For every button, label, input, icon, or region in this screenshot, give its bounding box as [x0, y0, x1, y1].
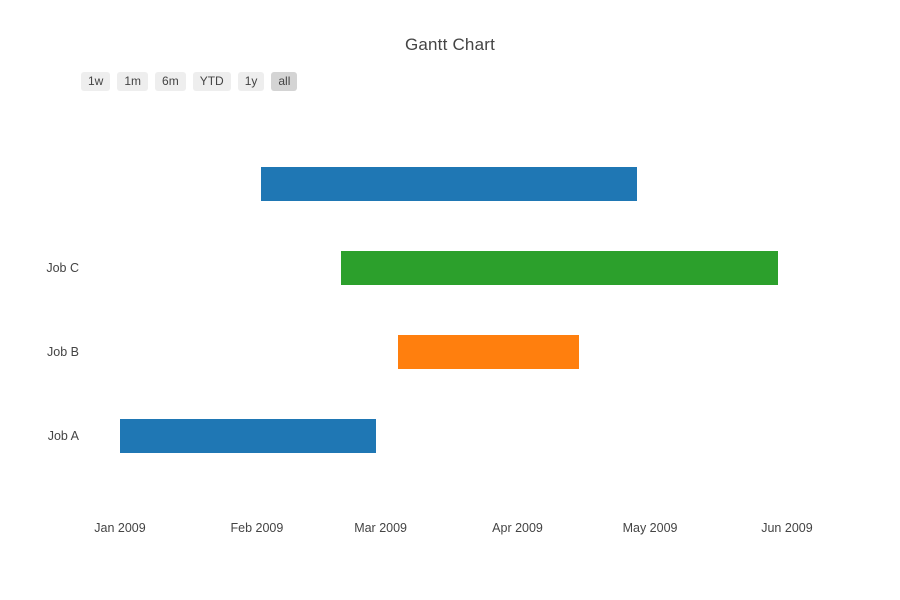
range-button-1y[interactable]: 1y: [237, 72, 265, 91]
chart-title: Gantt Chart: [404, 35, 496, 54]
y-axis-label-job-c: Job C: [46, 261, 79, 276]
x-axis-tick-mar-2009: Mar 2009: [354, 521, 407, 535]
x-axis-tick-may-2009: May 2009: [622, 521, 678, 535]
range-button-ytd[interactable]: YTD: [192, 72, 231, 91]
range-selector: 1w 1m 6m YTD 1y all: [81, 72, 298, 91]
range-button-1w[interactable]: 1w: [81, 72, 111, 91]
x-axis-tick-apr-2009: Apr 2009: [492, 521, 543, 535]
range-button-6m[interactable]: 6m: [155, 72, 186, 91]
gantt-bar-job-a[interactable]: [120, 418, 377, 453]
x-axis-tick-jun-2009: Jun 2009: [761, 521, 813, 535]
gantt-bar-job-c[interactable]: [340, 251, 779, 286]
x-axis-tick-jan-2009: Jan 2009: [94, 521, 146, 535]
range-button-1m[interactable]: 1m: [117, 72, 149, 91]
range-button-all[interactable]: all: [271, 72, 298, 91]
x-axis-tick-feb-2009: Feb 2009: [230, 521, 284, 535]
gantt-bar-job-b[interactable]: [398, 334, 580, 369]
gantt-bar-unlabeled[interactable]: [261, 167, 637, 202]
y-axis-label-job-a: Job A: [47, 428, 79, 443]
y-axis-label-job-b: Job B: [47, 344, 79, 359]
